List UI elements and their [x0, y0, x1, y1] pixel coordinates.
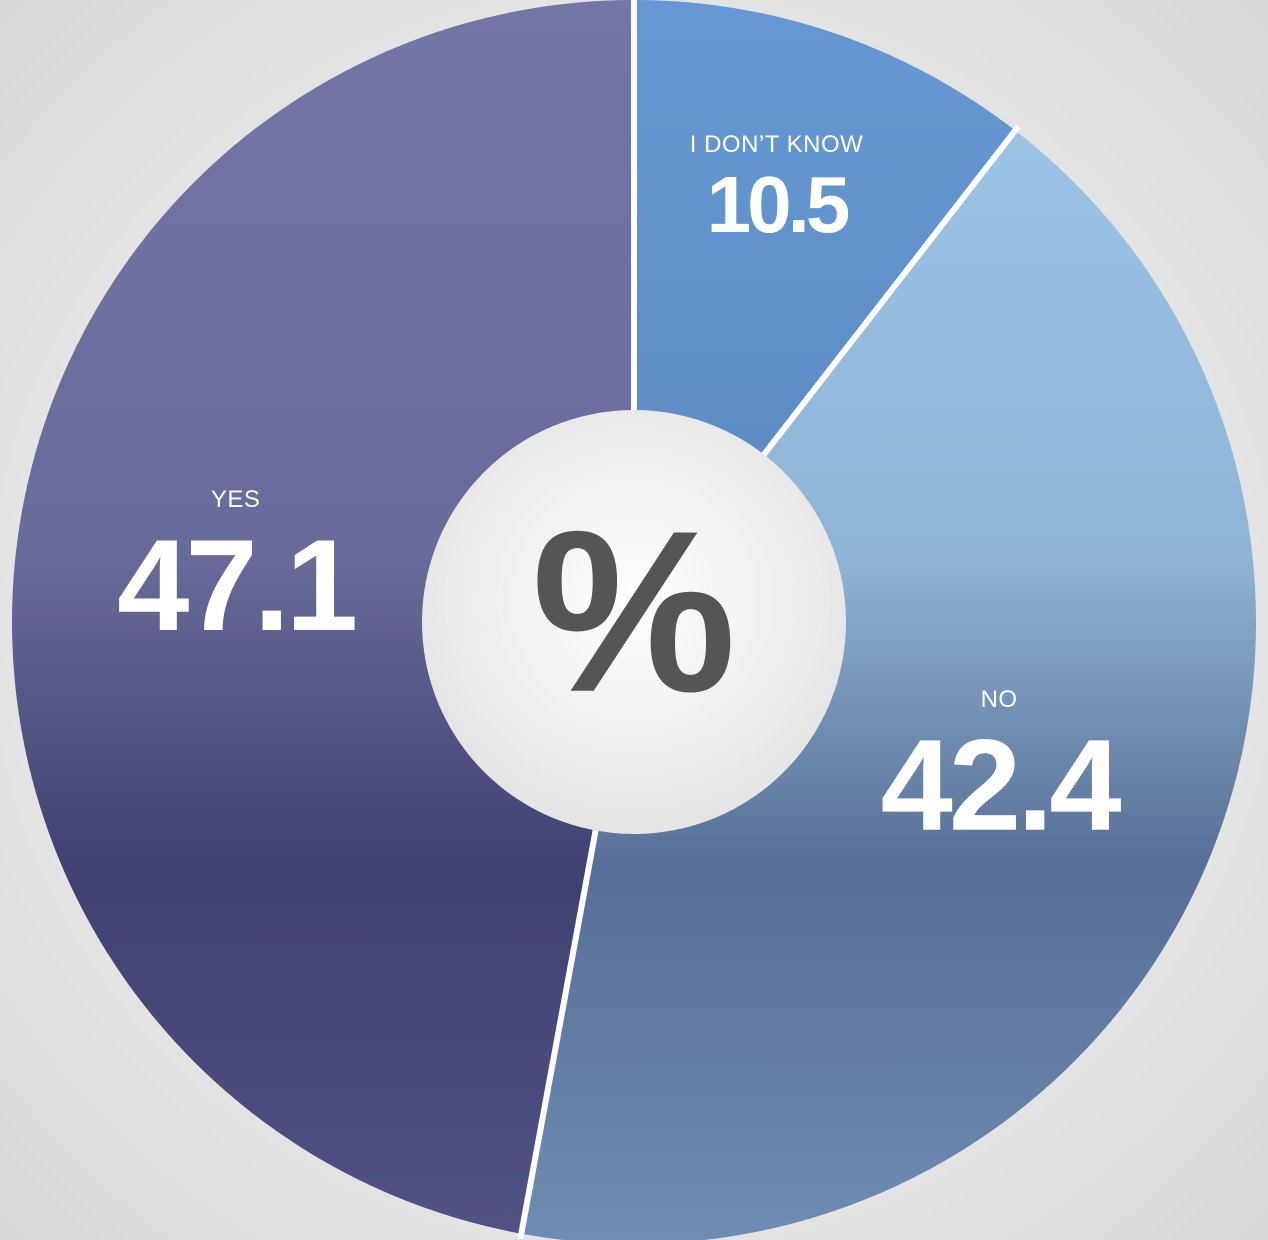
category-label: NO: [981, 686, 1018, 713]
value-label: 42.4: [881, 712, 1122, 858]
center-label: %: [532, 483, 737, 740]
value-label: 47.1: [117, 512, 355, 658]
category-label: YES: [211, 486, 261, 513]
value-label: 10.5: [707, 160, 849, 249]
center-hole: [422, 410, 846, 834]
category-label: I DON’T KNOW: [690, 131, 864, 158]
